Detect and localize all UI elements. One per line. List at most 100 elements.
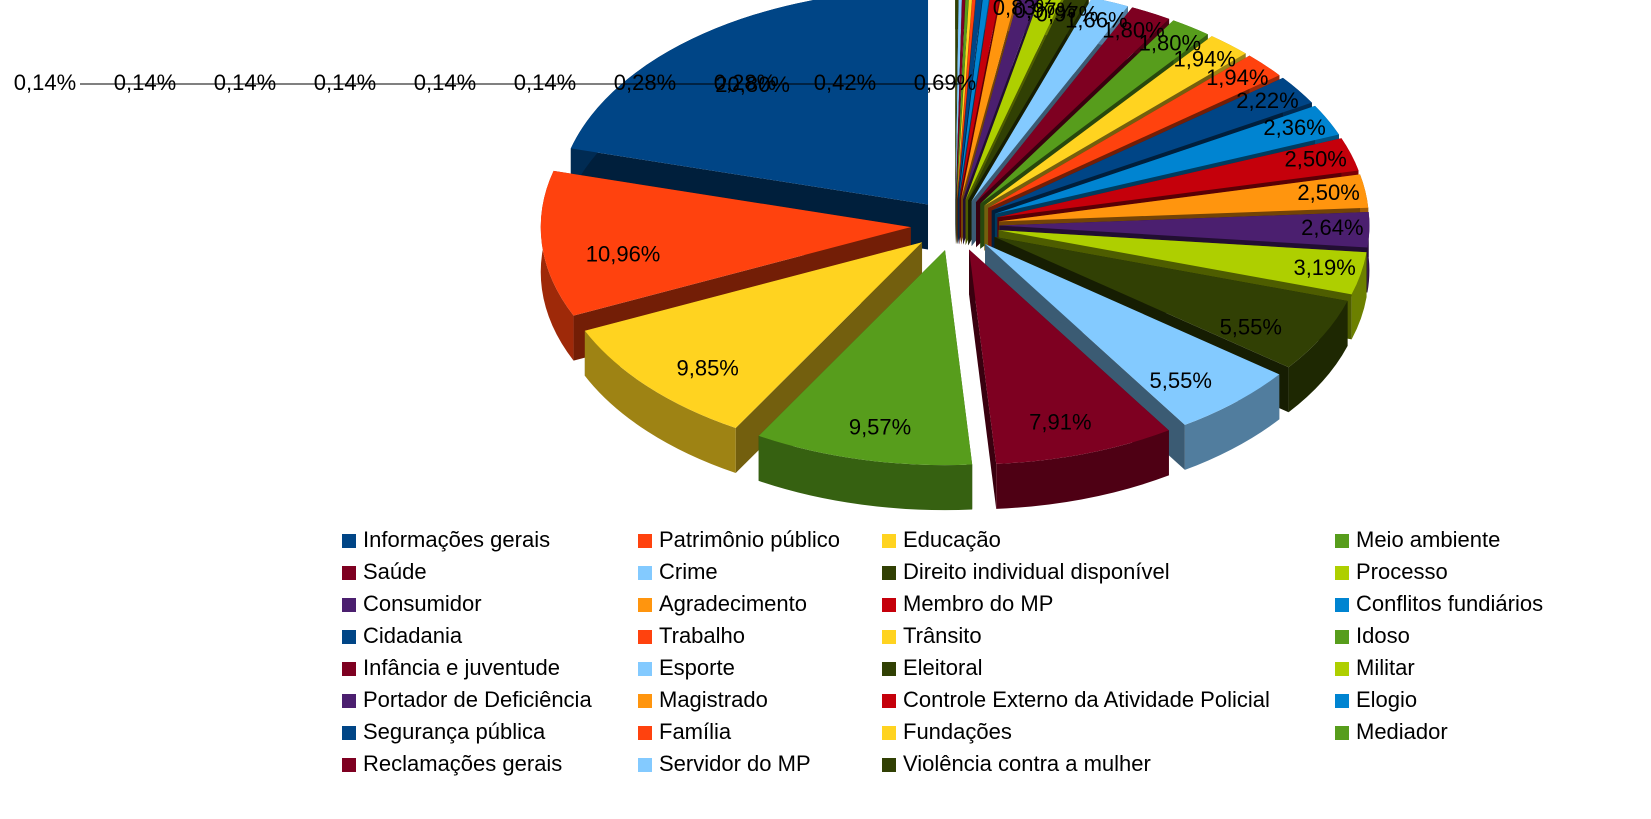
legend-swatch — [882, 566, 896, 580]
legend-label: Idoso — [1356, 623, 1410, 648]
data-label: 0,97% — [1036, 1, 1098, 26]
slice — [584, 242, 923, 429]
data-label: 0,83% — [993, 0, 1055, 20]
slice-side — [1184, 374, 1280, 470]
data-label: 1,94% — [1174, 46, 1236, 71]
legend-swatch — [638, 598, 652, 612]
legend-swatch — [638, 726, 652, 740]
slice — [998, 230, 1367, 295]
legend-label: Família — [659, 719, 732, 744]
data-label: 0,69% — [914, 70, 976, 95]
slice — [955, 0, 959, 200]
legend-label: Membro do MP — [903, 591, 1053, 616]
slice — [988, 55, 1280, 208]
slice — [975, 7, 1170, 203]
slice — [570, 0, 929, 205]
data-label: 7,91% — [1029, 409, 1091, 434]
slice — [540, 170, 911, 316]
legend-label: Reclamações gerais — [363, 751, 562, 776]
legend-swatch — [342, 726, 356, 740]
data-label: 0,28% — [614, 70, 676, 95]
slice-side — [758, 435, 973, 511]
slice — [991, 77, 1312, 211]
slice — [984, 36, 1246, 206]
legend-label: Infância e juventude — [363, 655, 560, 680]
legend-swatch — [1335, 534, 1349, 548]
legend-swatch — [1335, 662, 1349, 676]
data-label: 0,14% — [114, 70, 176, 95]
legend-swatch — [638, 566, 652, 580]
legend-label: Servidor do MP — [659, 751, 811, 776]
legend-swatch — [882, 630, 896, 644]
legend-swatch — [342, 566, 356, 580]
data-label: 1,80% — [1102, 18, 1164, 43]
slice — [959, 0, 999, 200]
pie — [540, 0, 1370, 511]
legend-swatch — [1335, 726, 1349, 740]
legend-swatch — [882, 662, 896, 676]
data-label: 0,14% — [214, 70, 276, 95]
slice — [969, 249, 1169, 464]
data-label: 1,94% — [1206, 65, 1268, 90]
data-label: 9,85% — [676, 355, 738, 380]
data-label: 2,50% — [1284, 146, 1346, 171]
data-label: 5,55% — [1150, 368, 1212, 393]
slice — [965, 0, 1062, 200]
legend-swatch — [638, 534, 652, 548]
data-label: 3,19% — [1293, 255, 1355, 280]
slice-side — [996, 430, 1169, 509]
data-label: 2,50% — [1297, 180, 1359, 205]
legend-label: Magistrado — [659, 687, 768, 712]
legend-label: Meio ambiente — [1356, 527, 1500, 552]
slice — [971, 0, 1128, 202]
legend-swatch — [342, 598, 356, 612]
legend-swatch — [882, 758, 896, 772]
slice — [957, 0, 982, 200]
data-label: 2,64% — [1301, 215, 1363, 240]
legend-label: Trânsito — [903, 623, 982, 648]
slice — [994, 105, 1339, 214]
legend-swatch — [882, 598, 896, 612]
slice — [994, 236, 1348, 368]
legend-swatch — [342, 630, 356, 644]
legend-label: Trabalho — [659, 623, 745, 648]
legend-label: Processo — [1356, 559, 1448, 584]
slice — [955, 0, 966, 200]
legend-swatch — [638, 630, 652, 644]
slice-side — [1288, 301, 1348, 413]
legend-swatch — [882, 534, 896, 548]
legend-label: Direito individual disponível — [903, 559, 1170, 584]
slice — [955, 0, 962, 200]
legend-swatch — [1335, 566, 1349, 580]
legend-label: Violência contra a mulher — [903, 751, 1151, 776]
slice — [758, 250, 973, 466]
legend-label: Educação — [903, 527, 1001, 552]
slice — [997, 138, 1359, 218]
legend-swatch — [1335, 630, 1349, 644]
legend-swatch — [1335, 598, 1349, 612]
legend-label: Cidadania — [363, 623, 463, 648]
slice-side — [1351, 252, 1367, 340]
data-label: 2,22% — [1236, 88, 1298, 113]
legend-label: Consumidor — [363, 591, 482, 616]
slice-side — [584, 330, 736, 474]
legend-swatch — [342, 534, 356, 548]
data-label: 1,80% — [1139, 31, 1201, 56]
legend-label: Mediador — [1356, 719, 1448, 744]
legend-label: Eleitoral — [903, 655, 982, 680]
slice — [980, 20, 1208, 204]
slice-side — [969, 249, 997, 509]
legend-swatch — [638, 662, 652, 676]
legend-label: Segurança pública — [363, 719, 546, 744]
legend-label: Agradecimento — [659, 591, 807, 616]
legend-swatch — [342, 694, 356, 708]
data-label: 10,96% — [586, 241, 661, 266]
legend-swatch — [1335, 694, 1349, 708]
slice — [998, 174, 1369, 222]
legend-label: Fundações — [903, 719, 1012, 744]
slice — [999, 211, 1370, 248]
data-label: 5,55% — [1220, 315, 1282, 340]
slice — [956, 0, 969, 200]
data-label: 0,97% — [1014, 0, 1076, 23]
